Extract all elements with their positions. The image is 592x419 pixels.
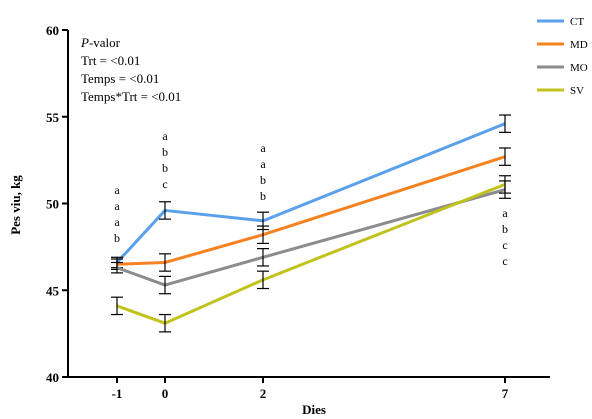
y-ticks: 40 45 50 55 60 [46, 23, 68, 385]
series-line [116, 183, 506, 325]
legend-label: SV [570, 85, 584, 97]
significance-letter: c [502, 254, 507, 268]
series-layer [111, 114, 511, 333]
significance-letter: b [114, 231, 120, 245]
significance-letter: a [260, 157, 266, 171]
significance-letter: a [502, 206, 508, 220]
error-bar [159, 201, 171, 220]
annotation-line: Temps = <0.01 [81, 71, 159, 86]
significance-letter: b [162, 161, 168, 175]
annotation-line: Temps*Trt = <0.01 [81, 89, 181, 104]
annotation-line: P-valor [80, 35, 121, 50]
error-bar [111, 296, 123, 316]
error-bar [257, 248, 269, 267]
x-tick-label: 7 [502, 386, 509, 401]
y-axis-label: Pes viu, kg [8, 175, 23, 235]
y-tick-label: 50 [46, 197, 59, 212]
error-bar [159, 313, 171, 333]
x-axis-label: Dies [302, 402, 326, 417]
series-line [115, 122, 506, 264]
series-md [111, 147, 511, 272]
x-ticks: -1 0 2 7 [112, 377, 509, 401]
error-bar [499, 175, 511, 194]
annotation-valor: -valor [89, 35, 121, 50]
legend-item-ct: CT [537, 16, 584, 28]
error-bar [159, 253, 171, 272]
x-tick-label: 0 [162, 386, 169, 401]
series-line [116, 188, 506, 287]
error-bar [257, 270, 269, 290]
significance-letter: b [162, 145, 168, 159]
legend-item-md: MD [537, 39, 588, 51]
p-value-annotation: P-valor Trt = <0.01 Temps = <0.01 Temps*… [80, 35, 181, 104]
error-bar [111, 261, 123, 274]
significance-letter: a [114, 183, 120, 197]
significance-letter: b [260, 189, 266, 203]
significance-letter: a [114, 199, 120, 213]
y-tick-label: 60 [46, 23, 59, 38]
significance-letter: a [162, 129, 168, 143]
series-sv [111, 175, 511, 333]
significance-letter: a [260, 141, 266, 155]
series-mo [111, 180, 511, 295]
significance-letter: b [260, 173, 266, 187]
x-tick-label: 2 [260, 386, 267, 401]
legend-item-sv: SV [537, 85, 584, 97]
legend: CT MD MO SV [537, 16, 588, 97]
annotation-p: P [80, 35, 89, 50]
error-bar [159, 275, 171, 295]
x-tick-label: -1 [112, 386, 123, 401]
y-tick-label: 55 [46, 110, 60, 125]
legend-item-mo: MO [537, 62, 588, 74]
error-bar [499, 147, 511, 166]
significance-letter: c [502, 238, 507, 252]
series-line [116, 155, 506, 266]
error-bar [499, 114, 511, 133]
legend-label: MD [570, 39, 588, 51]
significance-letter: b [502, 222, 508, 236]
y-tick-label: 40 [46, 370, 59, 385]
significance-letter: c [162, 177, 167, 191]
legend-label: CT [570, 16, 584, 28]
y-tick-label: 45 [46, 283, 60, 298]
error-bar [257, 225, 269, 245]
annotation-line: Trt = <0.01 [81, 53, 140, 68]
legend-label: MO [570, 62, 588, 74]
significance-letter: a [114, 215, 120, 229]
